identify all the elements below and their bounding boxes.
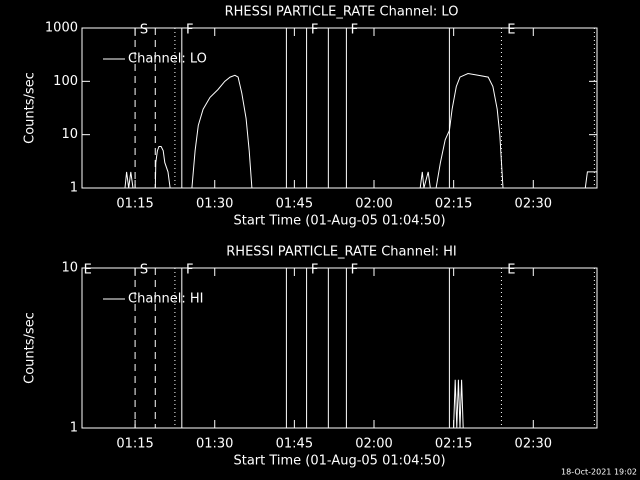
- event-label: S: [140, 263, 148, 278]
- x-axis-label: Start Time (01-Aug-05 01:04:50): [233, 454, 445, 469]
- x-axis-label: Start Time (01-Aug-05 01:04:50): [233, 214, 445, 229]
- event-label: F: [186, 23, 193, 38]
- x-tick-label: 02:15: [435, 197, 472, 212]
- event-label: F: [311, 23, 318, 38]
- x-tick-label: 01:30: [196, 437, 233, 452]
- event-label: E: [507, 263, 515, 278]
- event-label: F: [351, 263, 358, 278]
- legend-label: Channel: HI: [128, 292, 204, 307]
- event-label: F: [186, 263, 193, 278]
- event-label: E: [84, 263, 92, 278]
- x-tick-label: 02:00: [355, 437, 392, 452]
- data-line: [82, 72, 597, 189]
- y-tick-label: 10: [61, 261, 78, 276]
- x-tick-label: 01:15: [116, 197, 153, 212]
- x-tick-label: 01:30: [196, 197, 233, 212]
- x-tick-label: 02:30: [515, 437, 552, 452]
- chart-title: RHESSI PARTICLE_RATE Channel: LO: [225, 5, 459, 20]
- event-label: F: [311, 263, 318, 278]
- y-tick-label: 1000: [45, 21, 78, 36]
- event-label: E: [507, 23, 515, 38]
- x-tick-label: 01:45: [276, 437, 313, 452]
- chart-title: RHESSI PARTICLE_RATE Channel: HI: [226, 245, 456, 260]
- data-line: [82, 379, 597, 429]
- timestamp: 18-Oct-2021 19:02: [561, 468, 637, 477]
- y-tick-label: 100: [53, 74, 78, 89]
- x-tick-label: 02:30: [515, 197, 552, 212]
- x-tick-label: 02:15: [435, 437, 472, 452]
- y-axis-label: Counts/sec: [23, 312, 38, 384]
- x-tick-label: 01:15: [116, 437, 153, 452]
- legend-label: Channel: LO: [128, 52, 207, 67]
- x-tick-label: 02:00: [355, 197, 392, 212]
- y-tick-label: 10: [61, 127, 78, 142]
- event-label: F: [351, 23, 358, 38]
- event-label: S: [140, 23, 148, 38]
- y-tick-label: 1: [70, 181, 78, 196]
- y-tick-label: 1: [70, 421, 78, 436]
- x-tick-label: 01:45: [276, 197, 313, 212]
- y-axis-label: Counts/sec: [23, 72, 38, 144]
